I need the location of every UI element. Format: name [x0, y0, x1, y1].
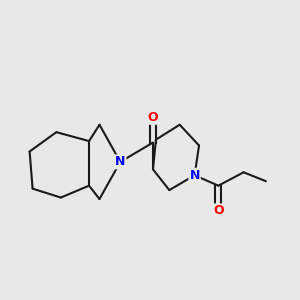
Text: N: N: [115, 155, 125, 168]
Text: O: O: [213, 204, 224, 218]
Text: O: O: [148, 111, 158, 124]
Text: N: N: [189, 169, 200, 182]
